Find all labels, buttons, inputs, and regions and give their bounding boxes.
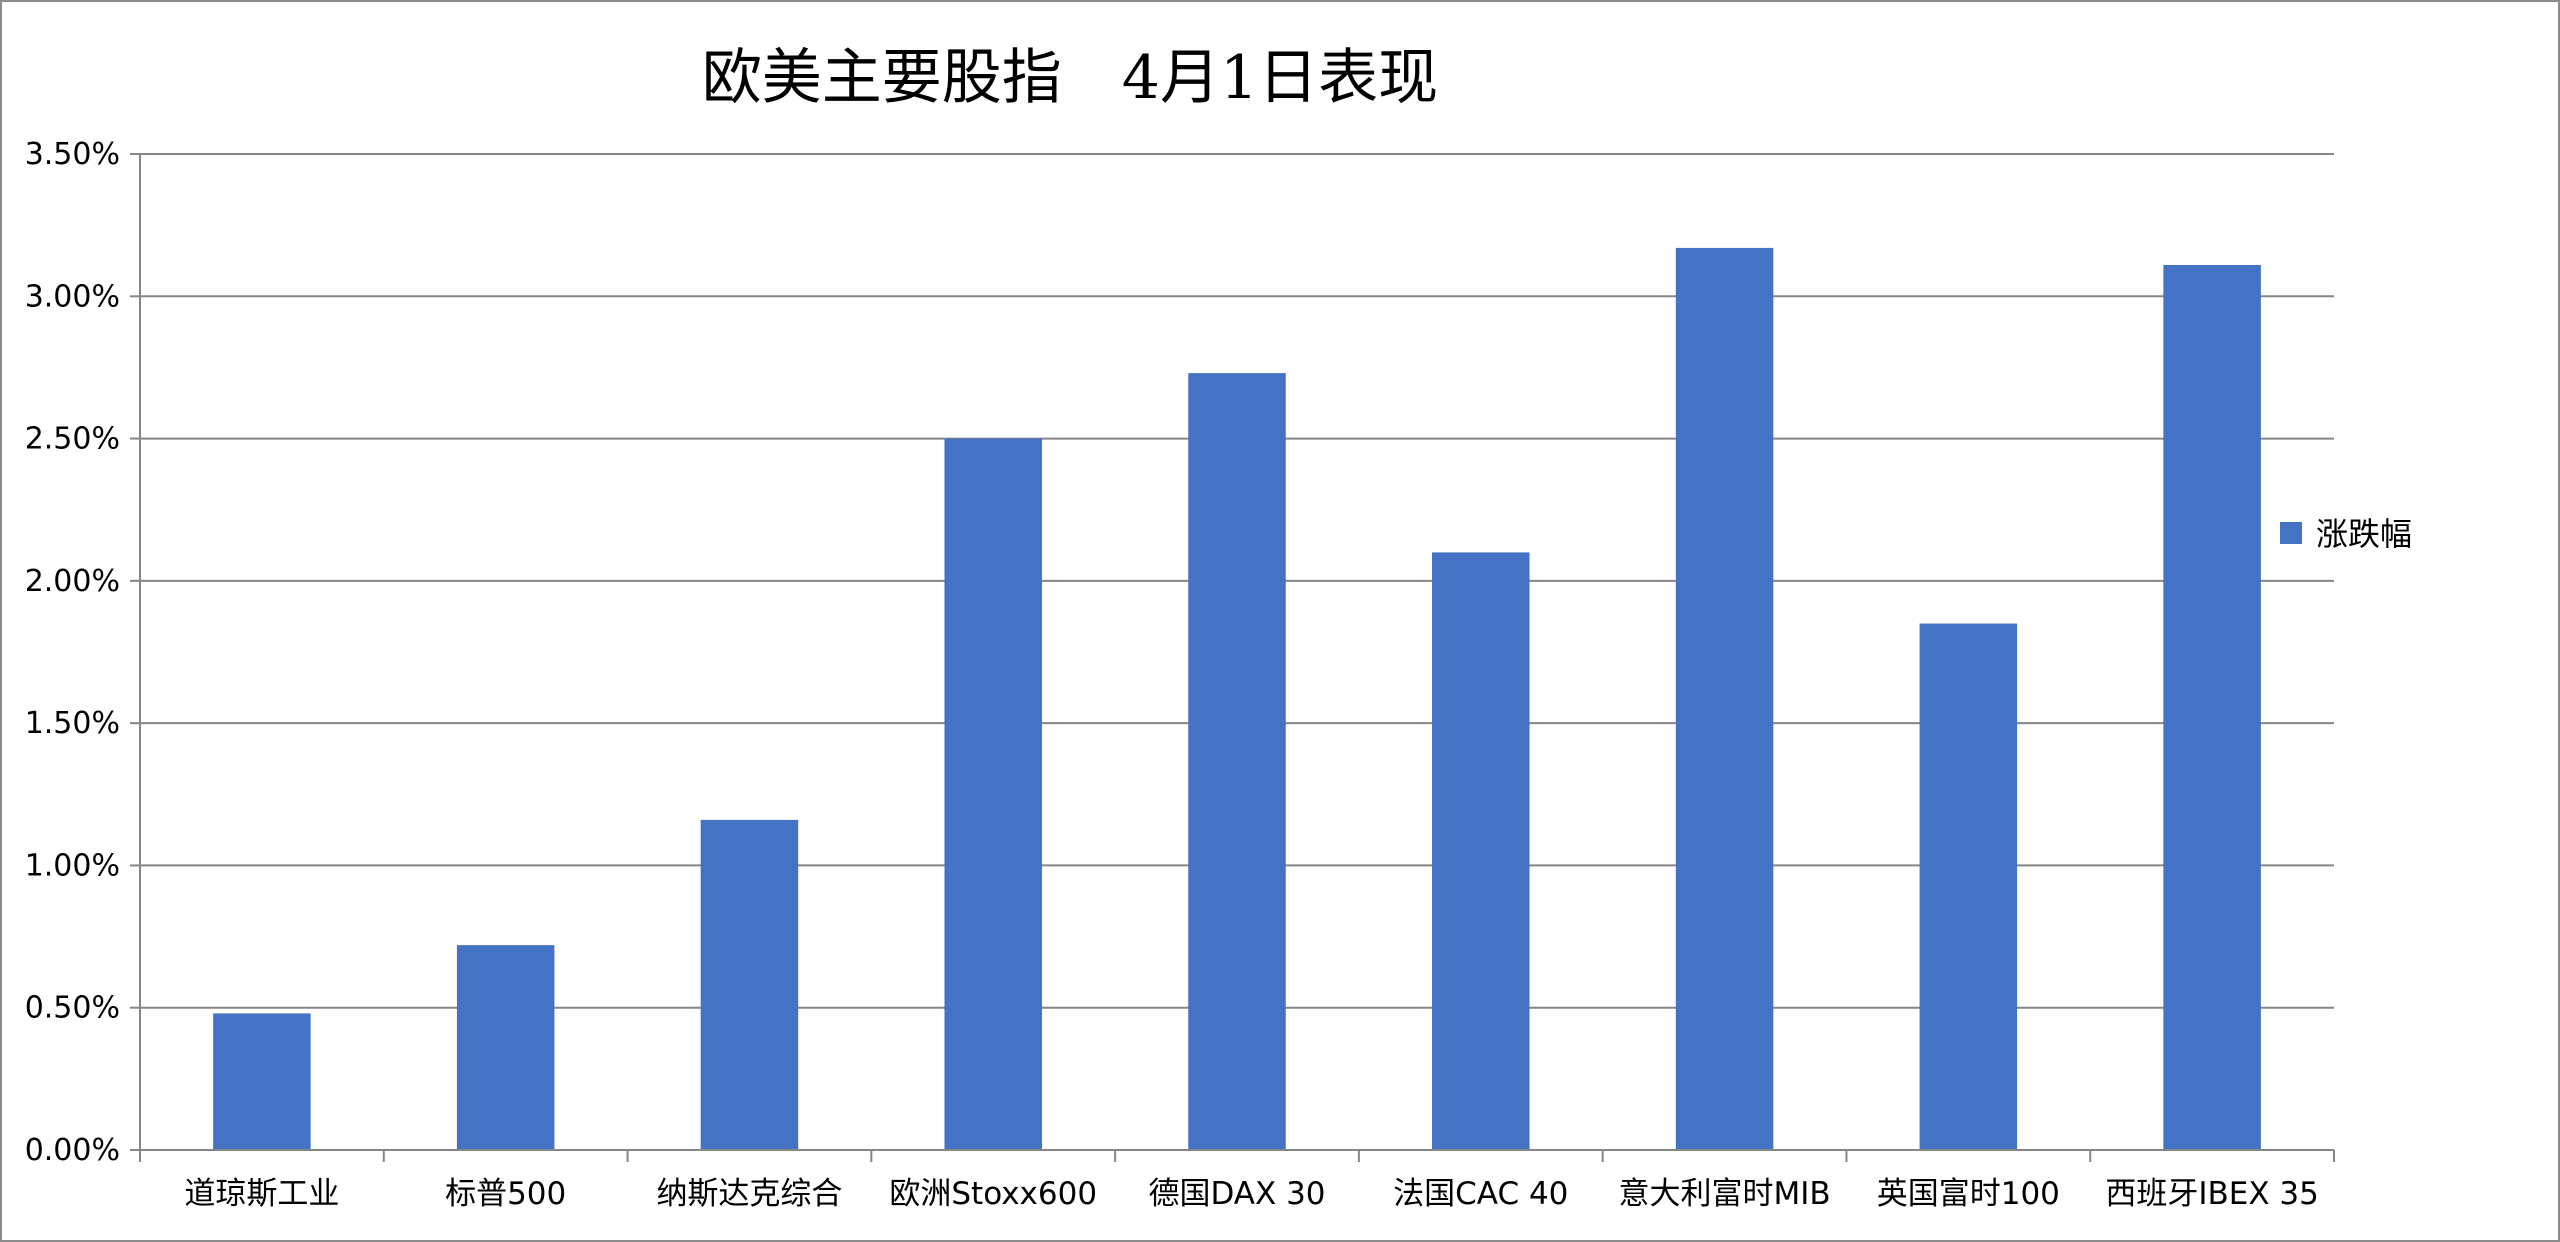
x-axis-labels: 道琼斯工业 标普500 纳斯达克综合 欧洲Stoxx600 德国DAX 30 法国CAC … — [184, 1176, 2318, 1212]
axes — [130, 153, 2335, 1162]
bar-欧洲Stoxx600 — [944, 438, 1042, 1151]
bar-纳斯达克综合 — [700, 819, 799, 1150]
bar-道琼斯工业 — [213, 1013, 311, 1150]
y-axis-ticks: 0.00% 0.50% 1.00% 1.50% 2.00% 2.50% 3.00% 3.50% — [25, 137, 120, 1168]
bar-意大利富时MIB — [1675, 247, 1774, 1150]
y-tick-label: 0.00% — [25, 1133, 120, 1168]
x-tick-label: 道琼斯工业 — [184, 1176, 339, 1212]
y-tick-label: 2.50% — [25, 422, 120, 457]
chart-title: 欧美主要股指 4月1日表现 — [702, 43, 1438, 113]
bars — [213, 247, 2261, 1151]
legend: 涨跌幅 — [2280, 515, 2412, 553]
x-tick-label: 意大利富时MIB — [1618, 1176, 1830, 1212]
bar-德国DAX 30 — [1188, 373, 1286, 1150]
bar-标普500 — [456, 945, 555, 1150]
y-tick-label: 1.50% — [25, 706, 120, 741]
legend-swatch-涨跌幅 — [2280, 522, 2302, 544]
x-tick-label: 法国CAC 40 — [1393, 1176, 1568, 1212]
x-tick-label: 西班牙IBEX 35 — [2105, 1176, 2319, 1212]
y-tick-label: 3.50% — [25, 137, 120, 172]
x-tick-label: 标普500 — [445, 1176, 566, 1212]
bar-法国CAC 40 — [1432, 552, 1530, 1150]
x-tick-label: 纳斯达克综合 — [656, 1176, 842, 1212]
y-tick-label: 0.50% — [25, 991, 120, 1026]
x-tick-label: 欧洲Stoxx600 — [889, 1176, 1097, 1212]
x-tick-label: 德国DAX 30 — [1148, 1176, 1325, 1212]
y-tick-label: 1.00% — [25, 848, 120, 883]
x-tick-label: 英国富时100 — [1877, 1176, 2060, 1212]
legend-label: 涨跌幅 — [2316, 515, 2412, 553]
bar-西班牙IBEX 35 — [2163, 264, 2261, 1150]
y-tick-label: 2.00% — [25, 564, 120, 599]
bar-英国富时100 — [1919, 623, 2018, 1150]
y-tick-label: 3.00% — [25, 279, 120, 314]
